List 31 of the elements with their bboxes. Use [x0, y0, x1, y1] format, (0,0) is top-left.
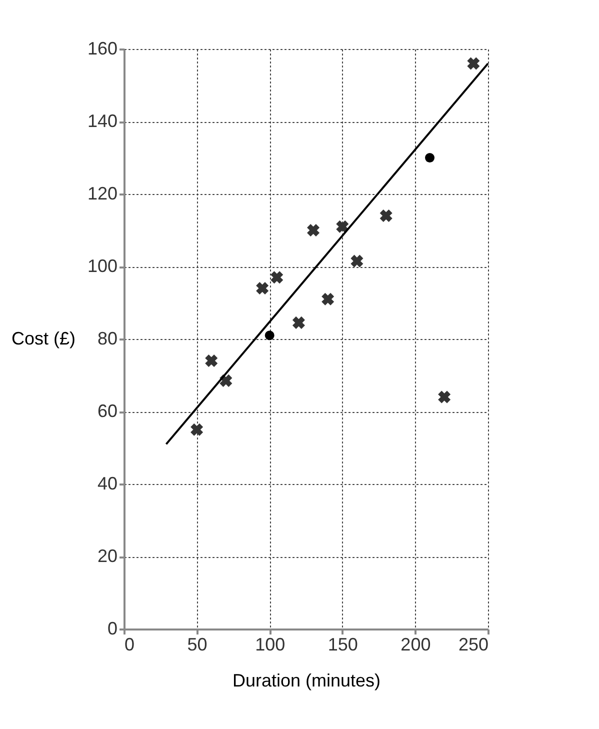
- y-tick-label: 160: [87, 38, 118, 58]
- y-tick-label: 20: [97, 546, 118, 566]
- point: [270, 271, 284, 284]
- point: [264, 330, 274, 340]
- point: [425, 153, 435, 162]
- point: [336, 220, 349, 233]
- x-tick-label: 100: [255, 634, 286, 654]
- point: [467, 57, 480, 70]
- point: [307, 224, 320, 237]
- x-tick-label: 150: [328, 634, 358, 654]
- y-tick-label: 120: [87, 184, 118, 204]
- point: [322, 292, 334, 306]
- point: [190, 423, 204, 436]
- x-tick-label: 200: [400, 634, 431, 654]
- x-axis-title: Duration (minutes): [232, 670, 381, 690]
- point: [205, 354, 218, 368]
- y-tick-label: 100: [87, 256, 118, 276]
- x-tick-label: 50: [187, 634, 208, 654]
- point: [380, 209, 392, 222]
- y-axis-title: Cost (£): [11, 328, 76, 348]
- point: [350, 254, 364, 268]
- point: [438, 390, 451, 404]
- x-tick-label: 250: [458, 634, 488, 654]
- y-tick-label: 140: [87, 111, 118, 131]
- y-tick-label: 0: [107, 618, 118, 638]
- x-tick-label: 0: [124, 634, 135, 654]
- y-tick-label: 40: [97, 474, 118, 494]
- y-tick-label: 60: [97, 401, 118, 421]
- y-tick-label: 80: [97, 328, 118, 348]
- point: [256, 282, 269, 295]
- point: [292, 316, 305, 329]
